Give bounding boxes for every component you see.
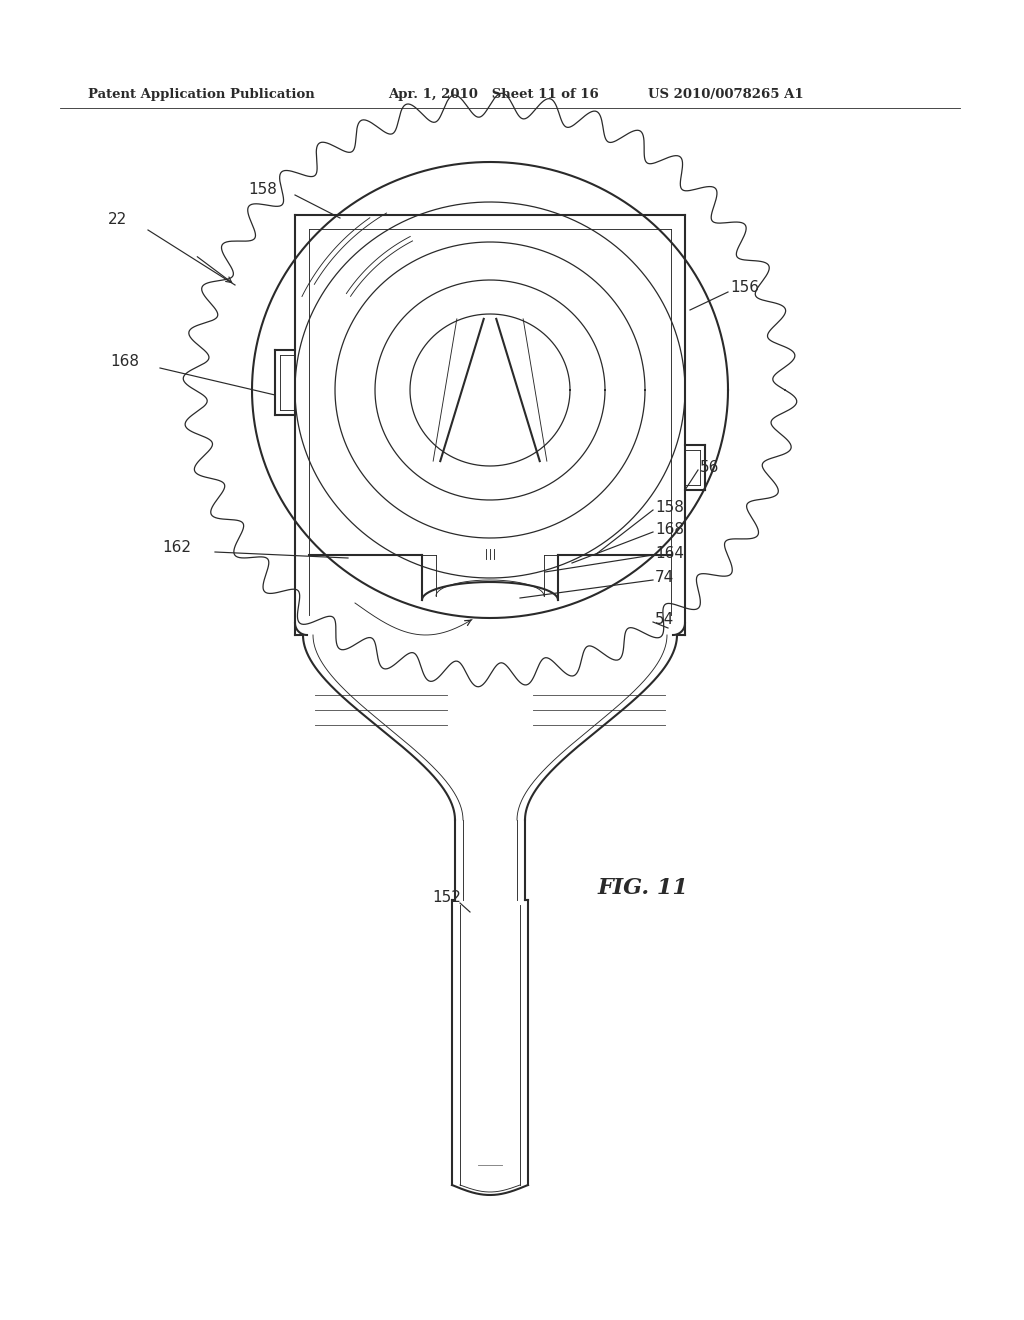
Text: 158: 158 [248, 182, 276, 198]
Text: 54: 54 [655, 612, 674, 627]
Text: 164: 164 [655, 545, 684, 561]
Text: 156: 156 [730, 281, 759, 296]
Text: Apr. 1, 2010   Sheet 11 of 16: Apr. 1, 2010 Sheet 11 of 16 [388, 88, 599, 102]
Text: 22: 22 [108, 213, 127, 227]
Text: 158: 158 [655, 500, 684, 516]
Text: 168: 168 [110, 355, 139, 370]
Text: 152: 152 [432, 891, 461, 906]
Text: 162: 162 [162, 540, 191, 556]
Text: 74: 74 [655, 570, 674, 586]
Text: FIG. 11: FIG. 11 [598, 876, 689, 899]
Text: Patent Application Publication: Patent Application Publication [88, 88, 314, 102]
Text: US 2010/0078265 A1: US 2010/0078265 A1 [648, 88, 804, 102]
Text: 168: 168 [655, 523, 684, 537]
Text: 56: 56 [700, 461, 720, 475]
